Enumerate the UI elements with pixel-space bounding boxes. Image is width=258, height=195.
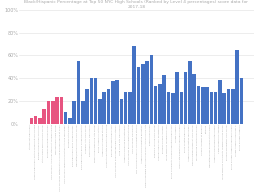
Bar: [51, 101, 55, 123]
Bar: [218, 80, 222, 123]
Bar: [180, 92, 183, 123]
Bar: [77, 61, 80, 123]
Bar: [222, 93, 226, 123]
Bar: [167, 92, 170, 123]
Bar: [214, 92, 217, 123]
Bar: [34, 116, 37, 123]
Bar: [184, 72, 188, 123]
Bar: [141, 65, 144, 123]
Bar: [119, 98, 123, 123]
Bar: [235, 50, 239, 123]
Bar: [150, 55, 153, 123]
Bar: [81, 101, 85, 123]
Bar: [85, 90, 89, 123]
Bar: [124, 92, 127, 123]
Bar: [137, 67, 140, 123]
Bar: [38, 118, 42, 123]
Bar: [227, 90, 230, 123]
Bar: [171, 93, 175, 123]
Bar: [102, 92, 106, 123]
Bar: [115, 80, 119, 123]
Bar: [162, 75, 166, 123]
Bar: [47, 101, 50, 123]
Bar: [111, 82, 115, 123]
Bar: [239, 78, 243, 123]
Bar: [205, 87, 209, 123]
Bar: [209, 92, 213, 123]
Bar: [98, 98, 102, 123]
Bar: [30, 118, 33, 123]
Bar: [55, 97, 59, 123]
Bar: [154, 86, 157, 123]
Bar: [107, 90, 110, 123]
Bar: [197, 86, 200, 123]
Bar: [192, 74, 196, 123]
Bar: [145, 61, 149, 123]
Bar: [68, 118, 72, 123]
Bar: [201, 87, 205, 123]
Bar: [64, 112, 67, 123]
Bar: [231, 90, 235, 123]
Bar: [188, 61, 192, 123]
Title: Black/Hispanic Percentage at Top 50 NYC High Schools (Ranked by Level 4 percenta: Black/Hispanic Percentage at Top 50 NYC …: [25, 0, 248, 9]
Bar: [128, 92, 132, 123]
Bar: [175, 72, 179, 123]
Bar: [94, 78, 98, 123]
Bar: [60, 97, 63, 123]
Bar: [158, 84, 162, 123]
Bar: [42, 109, 46, 123]
Bar: [132, 46, 136, 123]
Bar: [90, 78, 93, 123]
Bar: [72, 101, 76, 123]
